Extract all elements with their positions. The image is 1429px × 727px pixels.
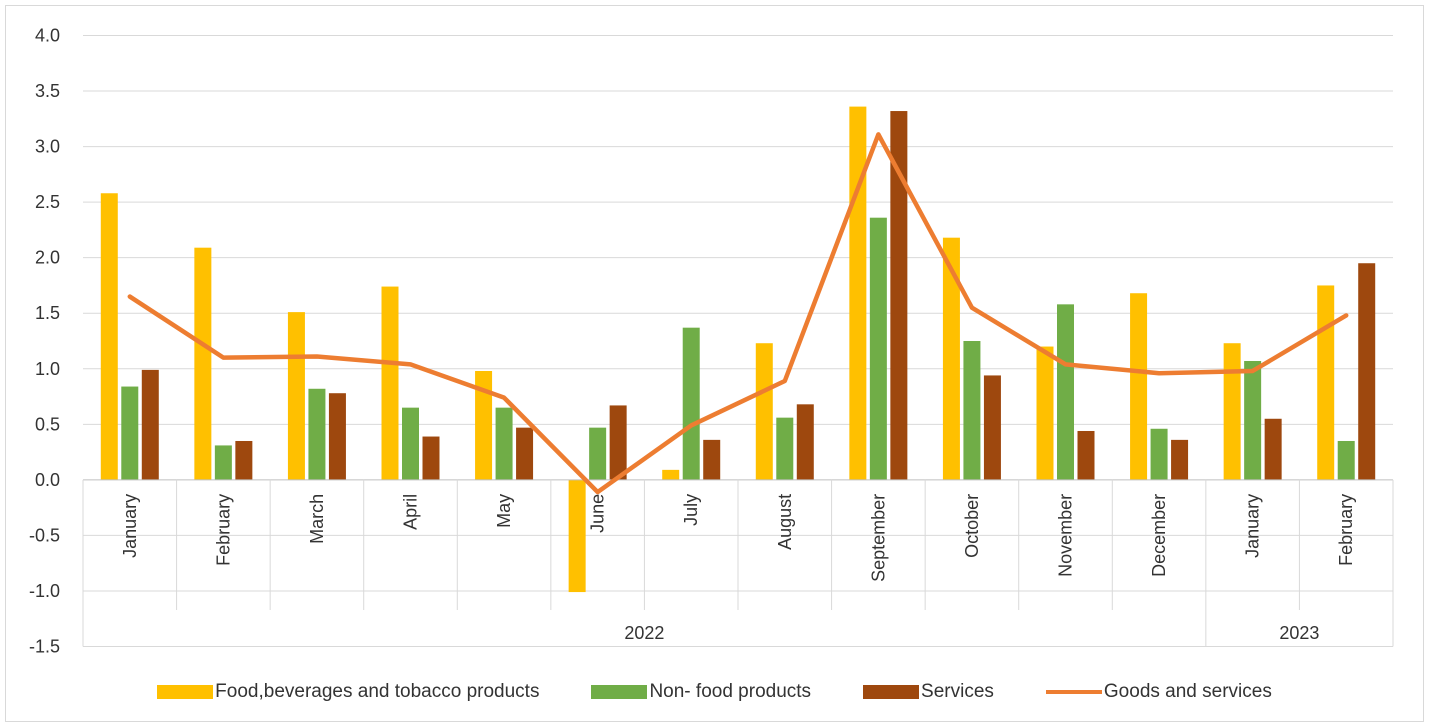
bar (890, 111, 907, 480)
bar (402, 408, 419, 480)
x-axis (83, 480, 1393, 647)
bar (496, 408, 513, 480)
bar (984, 375, 1001, 479)
bar (329, 393, 346, 480)
x-tick-label: June (588, 494, 608, 533)
bar (683, 328, 700, 480)
legend-label: Goods and services (1104, 681, 1272, 703)
x-tick-label: September (868, 494, 888, 582)
bar (1171, 440, 1188, 480)
bar (516, 428, 533, 480)
group-label: 2023 (1279, 623, 1319, 643)
bar (963, 341, 980, 480)
legend-label: Services (921, 681, 994, 703)
y-tick-label: 0.0 (35, 470, 60, 490)
bar (797, 404, 814, 480)
chart-plot: 4.03.53.02.52.01.51.00.50.0-0.5-1.0-1.5 … (0, 0, 1429, 680)
x-tick-label: October (962, 494, 982, 558)
y-tick-label: 0.5 (35, 414, 60, 434)
bar (1224, 343, 1241, 480)
legend-swatch (591, 685, 647, 699)
bar (1078, 431, 1095, 480)
y-tick-label: 1.5 (35, 303, 60, 323)
y-tick-label: 4.0 (35, 26, 60, 46)
bar (142, 370, 159, 480)
bar (101, 193, 118, 480)
bar (849, 107, 866, 480)
x-tick-label: January (1243, 494, 1263, 558)
legend-label: Food,beverages and tobacco products (215, 681, 539, 703)
bar (194, 248, 211, 480)
y-tick-label: -0.5 (29, 525, 60, 545)
bar (1265, 419, 1282, 480)
bar (870, 218, 887, 480)
x-tick-label: January (120, 494, 140, 558)
x-tick-label: February (213, 494, 233, 566)
legend-item: Services (863, 681, 994, 703)
bar (1317, 285, 1334, 479)
y-tick-label: -1.5 (29, 637, 60, 657)
bar (776, 418, 793, 480)
bar (423, 437, 440, 480)
x-tick-label: February (1336, 494, 1356, 566)
bar (569, 480, 586, 592)
legend-item: Goods and services (1046, 681, 1272, 703)
bar (1037, 347, 1054, 480)
legend-item: Food,beverages and tobacco products (157, 681, 539, 703)
bar (121, 387, 138, 480)
bar (215, 445, 232, 479)
x-tick-label: July (681, 494, 701, 526)
y-tick-label: 3.0 (35, 137, 60, 157)
x-tick-label: March (307, 494, 327, 544)
legend-item: Non- food products (591, 681, 811, 703)
legend-swatch (157, 685, 213, 699)
bar (1244, 361, 1261, 480)
bar (382, 287, 399, 480)
x-tick-label: May (494, 494, 514, 528)
bar (756, 343, 773, 480)
x-tick-label: December (1149, 494, 1169, 577)
bar (1151, 429, 1168, 480)
legend: Food,beverages and tobacco products Non- … (0, 681, 1429, 703)
bar (1130, 293, 1147, 480)
y-tick-label: 1.0 (35, 359, 60, 379)
x-tick-label: November (1056, 494, 1076, 577)
bar (288, 312, 305, 480)
bar (1358, 263, 1375, 480)
legend-label: Non- food products (649, 681, 811, 703)
legend-swatch (1046, 690, 1102, 694)
legend-swatch (863, 685, 919, 699)
bar (703, 440, 720, 480)
bar (1057, 304, 1074, 480)
bar (610, 405, 627, 479)
group-label: 2022 (624, 623, 664, 643)
bar (235, 441, 252, 480)
y-tick-label: 2.5 (35, 192, 60, 212)
y-tick-label: 3.5 (35, 81, 60, 101)
y-tick-label: -1.0 (29, 581, 60, 601)
x-tick-label: April (401, 494, 421, 530)
bar (308, 389, 325, 480)
bar (1338, 441, 1355, 480)
y-tick-label: 2.0 (35, 248, 60, 268)
bar (662, 470, 679, 480)
bar (589, 428, 606, 480)
y-axis-ticks: 4.0 3.5 3.0 2.5 2.0 1.5 1.0 0.5 0.0 -0.5 -1.0 -1.5 (29, 26, 60, 657)
x-tick-label: August (775, 494, 795, 550)
